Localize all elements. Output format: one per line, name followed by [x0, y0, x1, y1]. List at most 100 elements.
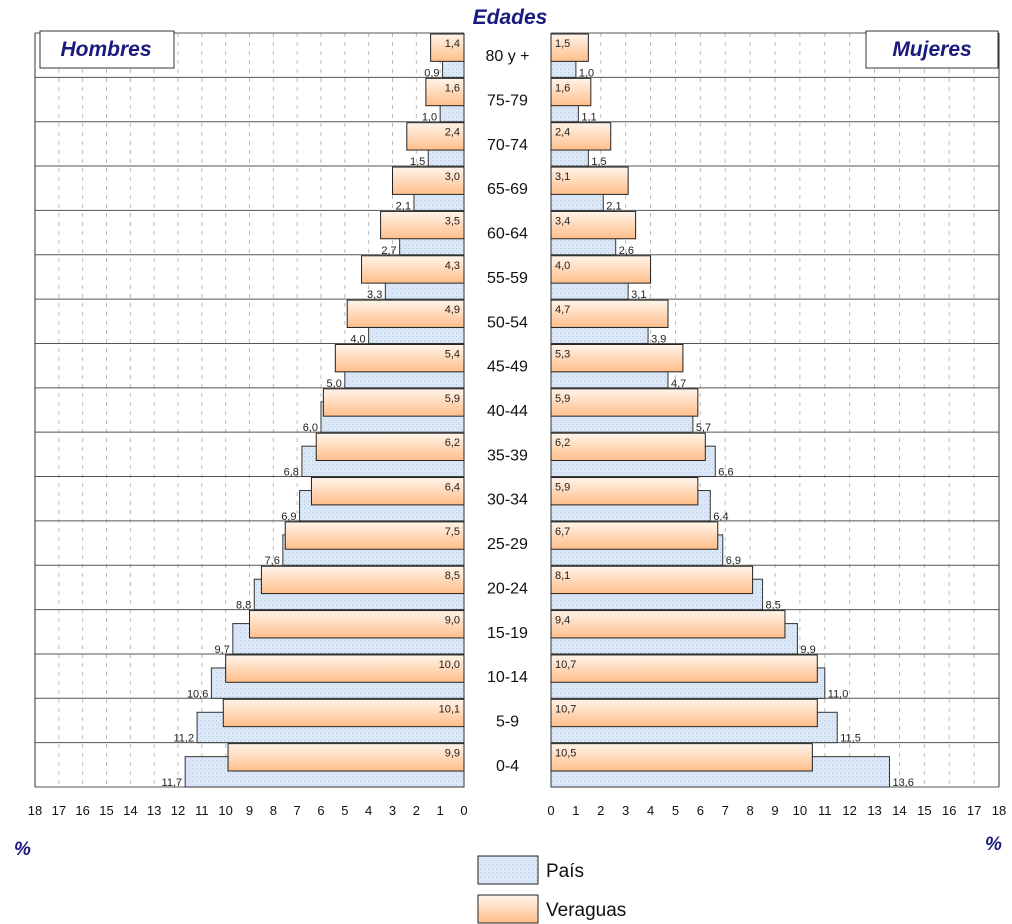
label-veraguas-hombres: 7,5 — [445, 526, 460, 538]
label-pais-hombres: 8,8 — [236, 600, 251, 612]
label-pais-mujeres: 5,7 — [696, 422, 711, 434]
x-tick-left: 6 — [317, 803, 324, 818]
age-group-label: 50-54 — [487, 314, 528, 331]
label-veraguas-hombres: 6,4 — [445, 482, 460, 494]
x-tick-right: 18 — [992, 803, 1006, 818]
label-veraguas-mujeres: 3,4 — [555, 215, 570, 227]
bar-veraguas-hombres — [284, 521, 465, 550]
label-veraguas-mujeres: 4,7 — [555, 304, 570, 316]
bar-veraguas-hombres — [322, 388, 465, 417]
label-veraguas-mujeres: 4,0 — [555, 260, 570, 272]
label-pais-hombres: 10,6 — [187, 688, 208, 700]
label-veraguas-mujeres: 3,1 — [555, 171, 570, 183]
age-group-label: 30-34 — [487, 492, 528, 509]
mujeres-label: Mujeres — [892, 38, 971, 61]
x-tick-left: 11 — [195, 803, 209, 818]
x-tick-left: 2 — [413, 803, 420, 818]
age-group-label: 65-69 — [487, 181, 528, 198]
bar-veraguas-hombres — [430, 33, 465, 62]
age-group-label: 35-39 — [487, 447, 528, 464]
label-pais-mujeres: 9,9 — [800, 644, 815, 656]
hombres-label-box — [39, 30, 175, 69]
label-veraguas-hombres: 3,5 — [445, 215, 460, 227]
x-tick-left: 3 — [389, 803, 396, 818]
label-veraguas-mujeres: 6,7 — [555, 526, 570, 538]
label-veraguas-mujeres: 5,9 — [555, 482, 570, 494]
label-pais-mujeres: 2,6 — [619, 245, 634, 257]
x-tick-left: 5 — [341, 803, 348, 818]
bar-veraguas-mujeres — [550, 77, 592, 107]
label-veraguas-hombres: 4,9 — [445, 304, 460, 316]
age-group-label: 60-64 — [487, 226, 528, 243]
x-tick-right: 2 — [597, 803, 604, 818]
x-tick-right: 12 — [842, 803, 856, 818]
bar-veraguas-mujeres — [550, 122, 612, 151]
x-tick-right: 0 — [547, 803, 554, 818]
age-labels-layer: 80 y + 75-79 70-74 65-69 60-64 55-59 50-54 45-4… — [485, 48, 529, 775]
label-pais-mujeres: 4,7 — [671, 378, 686, 390]
label-veraguas-mujeres: 8,1 — [555, 570, 570, 582]
label-veraguas-hombres: 6,2 — [445, 437, 460, 449]
x-tick-right: 14 — [892, 803, 906, 818]
label-pais-hombres: 4,0 — [350, 333, 365, 345]
x-tick-right: 16 — [942, 803, 956, 818]
age-group-label: 40-44 — [487, 403, 528, 420]
label-pais-hombres: 9,7 — [215, 644, 230, 656]
age-group-label: 25-29 — [487, 536, 528, 553]
legend: País Veraguas — [477, 855, 626, 924]
bar-veraguas-mujeres — [550, 299, 669, 328]
bar-veraguas-mujeres — [550, 343, 684, 373]
age-group-label: 45-49 — [487, 359, 528, 376]
label-pais-hombres: 6,0 — [303, 422, 318, 434]
label-pais-mujeres: 1,0 — [579, 67, 594, 79]
label-veraguas-hombres: 5,9 — [445, 393, 460, 405]
bars-layer — [184, 33, 890, 788]
x-tick-left: 0 — [460, 803, 467, 818]
x-tick-right: 13 — [867, 803, 881, 818]
label-veraguas-mujeres: 10,5 — [555, 748, 576, 760]
chart-title: Edades — [473, 6, 548, 29]
label-pais-hombres: 6,9 — [281, 511, 296, 523]
label-pais-mujeres: 1,5 — [591, 156, 606, 168]
legend-swatch-pais — [477, 855, 539, 885]
bar-veraguas-hombres — [310, 477, 465, 506]
label-veraguas-mujeres: 6,2 — [555, 437, 570, 449]
label-veraguas-mujeres: 1,6 — [555, 82, 570, 94]
legend-label-veraguas: Veraguas — [546, 900, 626, 921]
x-tick-left: 17 — [52, 803, 66, 818]
legend-swatch-veraguas — [477, 894, 539, 924]
bar-veraguas-mujeres — [550, 166, 629, 195]
bar-veraguas-hombres — [315, 432, 465, 462]
bar-veraguas-mujeres — [550, 698, 818, 728]
x-tick-right: 8 — [746, 803, 753, 818]
label-pais-mujeres: 3,1 — [631, 289, 646, 301]
label-veraguas-hombres: 1,4 — [445, 38, 460, 50]
label-pais-hombres: 1,5 — [410, 156, 425, 168]
bar-veraguas-hombres — [380, 210, 465, 240]
bar-veraguas-mujeres — [550, 477, 699, 506]
age-group-label: 5-9 — [496, 713, 519, 730]
bar-veraguas-hombres — [260, 565, 465, 595]
age-group-label: 75-79 — [487, 93, 528, 110]
bar-veraguas-mujeres — [550, 521, 719, 550]
label-veraguas-hombres: 5,4 — [445, 348, 460, 360]
label-veraguas-hombres: 10,0 — [439, 659, 460, 671]
bar-veraguas-mujeres — [550, 255, 652, 284]
age-group-label: 15-19 — [487, 625, 528, 642]
age-group-label: 80 y + — [485, 48, 529, 65]
label-pais-hombres: 11,2 — [173, 733, 194, 745]
label-veraguas-hombres: 9,0 — [445, 615, 460, 627]
age-group-label: 55-59 — [487, 270, 528, 287]
x-tick-left: 8 — [270, 803, 277, 818]
label-veraguas-hombres: 10,1 — [439, 703, 460, 715]
x-tick-right: 3 — [622, 803, 629, 818]
bar-veraguas-hombres — [225, 654, 465, 683]
age-group-label: 0-4 — [496, 758, 519, 775]
label-veraguas-hombres: 8,5 — [445, 570, 460, 582]
label-pais-mujeres: 8,5 — [766, 600, 781, 612]
label-pais-mujeres: 2,1 — [606, 200, 621, 212]
bar-veraguas-hombres — [346, 299, 465, 328]
bar-veraguas-hombres — [334, 343, 465, 373]
legend-label-pais: País — [546, 861, 584, 882]
